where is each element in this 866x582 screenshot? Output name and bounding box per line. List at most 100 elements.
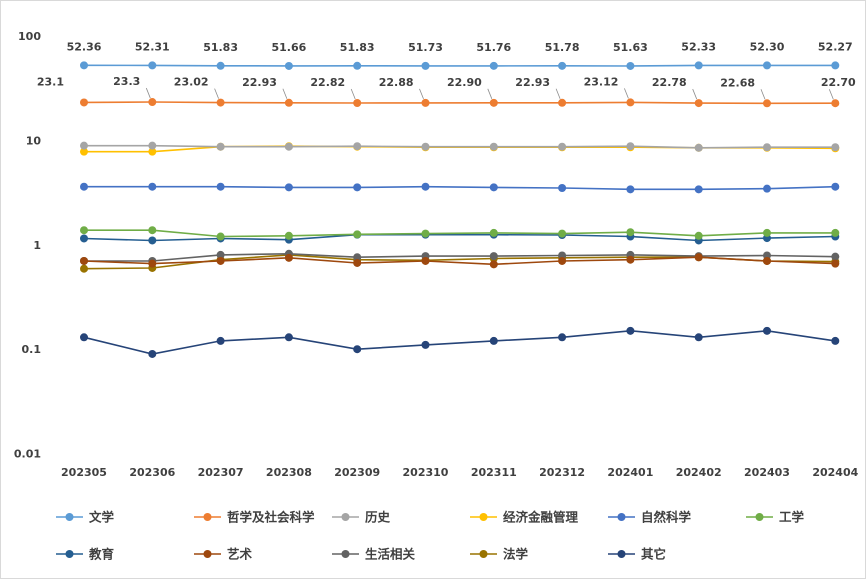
data-point: [353, 258, 362, 267]
data-point: [80, 182, 88, 191]
data-point: [216, 256, 225, 265]
data-labels: 52.36 52.31 51.83 51.66 51.83 51.73 51.76 51.78…: [37, 40, 856, 100]
data-point: [216, 142, 225, 151]
series-line: [83, 256, 836, 266]
data-label: 22.70: [821, 76, 856, 89]
series-8: [80, 253, 840, 269]
data-label: 22.78: [652, 76, 687, 89]
data-point: [831, 336, 840, 345]
data-point: [626, 61, 635, 70]
legend-item: 工学: [746, 510, 805, 525]
data-point: [694, 143, 703, 152]
data-point: [558, 251, 567, 260]
label-leader-line: [760, 89, 766, 100]
data-point: [353, 142, 362, 151]
legend-label: 工学: [779, 510, 805, 525]
legend-label: 文学: [89, 510, 115, 525]
x-tick-label: 202310: [403, 466, 449, 479]
data-point: [694, 253, 703, 262]
data-point: [626, 98, 635, 107]
data-point: [489, 183, 498, 192]
data-point: [831, 259, 840, 268]
data-point: [763, 143, 771, 152]
data-point: [489, 98, 498, 107]
label-leader-line: [828, 89, 834, 100]
data-point: [421, 98, 430, 107]
legend-label: 经济金融管理: [503, 510, 579, 525]
legend-item: 哲学及社会科学: [194, 510, 315, 525]
series-5: [80, 182, 840, 194]
data-point: [489, 336, 498, 345]
legend-label: 哲学及社会科学: [227, 510, 315, 525]
series-line: [83, 329, 836, 355]
y-tick-label: 1: [33, 239, 41, 252]
label-leader-line: [624, 88, 629, 99]
data-point: [763, 61, 771, 70]
data-point: [626, 326, 635, 335]
data-point: [421, 229, 430, 238]
series-layer: [80, 61, 840, 358]
data-label: 52.33: [681, 40, 716, 53]
data-point: [353, 345, 362, 354]
series-6: [80, 226, 840, 241]
legend-marker: [479, 513, 488, 521]
data-point: [489, 260, 498, 269]
data-label: 52.31: [135, 40, 170, 53]
data-point: [148, 259, 157, 268]
legend-item: 历史: [332, 510, 391, 525]
data-point: [831, 61, 840, 70]
data-point: [558, 256, 567, 265]
data-point: [558, 142, 567, 151]
data-point: [216, 98, 225, 107]
legend-item: 艺术: [194, 547, 253, 562]
data-point: [148, 61, 157, 70]
data-point: [80, 264, 88, 273]
label-leader-line: [214, 88, 219, 99]
data-point: [421, 61, 430, 70]
label-leader-line: [555, 88, 561, 99]
series-2: [80, 98, 840, 108]
series-line: [83, 233, 836, 242]
series-4: [80, 142, 840, 156]
data-point: [694, 61, 703, 70]
x-tick-label: 202312: [539, 466, 585, 479]
data-label: 23.02: [174, 76, 209, 89]
y-tick-label: 100: [18, 30, 41, 43]
label-leader-line: [145, 87, 151, 99]
data-point: [284, 61, 293, 70]
legend-marker: [65, 550, 74, 558]
x-tick-label: 202402: [676, 466, 722, 479]
data-point: [353, 183, 362, 192]
y-axis-ticks: 100 10 1 0.1 0.01: [14, 30, 41, 461]
series-line: [84, 252, 836, 262]
series-line: [84, 185, 836, 191]
data-point: [80, 61, 88, 70]
data-point: [558, 183, 567, 192]
data-point: [284, 142, 293, 151]
data-point: [763, 256, 771, 265]
x-tick-label: 202307: [198, 466, 244, 479]
data-point: [558, 98, 567, 107]
legend-marker: [203, 513, 212, 521]
data-point: [353, 98, 362, 107]
legend-marker: [755, 513, 764, 521]
data-label: 22.82: [310, 76, 345, 89]
data-point: [694, 99, 703, 108]
data-point: [148, 182, 157, 191]
data-point: [148, 349, 157, 358]
legend-label: 艺术: [227, 547, 253, 562]
legend-label: 生活相关: [365, 547, 416, 562]
legend-marker: [341, 513, 350, 521]
data-point: [80, 98, 88, 107]
data-point: [558, 229, 567, 238]
data-point: [626, 185, 635, 194]
data-point: [763, 99, 771, 108]
label-leader-line: [282, 88, 288, 99]
data-label: 51.83: [340, 41, 375, 54]
data-point: [831, 228, 840, 237]
label-leader-line: [419, 88, 424, 100]
data-point: [489, 61, 498, 70]
data-label: 51.78: [545, 41, 580, 54]
